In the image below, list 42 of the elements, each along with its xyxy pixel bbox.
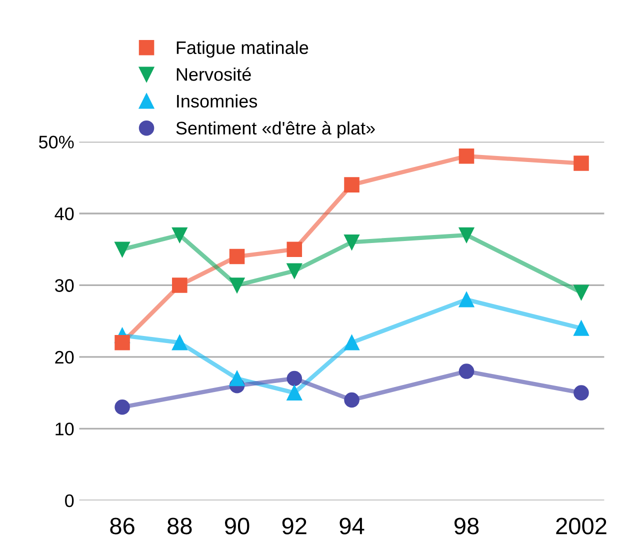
legend-label: Nervosité <box>176 67 251 81</box>
x-tick-label: 92 <box>282 518 306 534</box>
point <box>344 392 360 408</box>
point <box>574 156 589 171</box>
x-tick-label: 94 <box>340 518 364 534</box>
point <box>229 370 245 386</box>
x-tick-label: 2002 <box>556 518 606 534</box>
point <box>344 177 360 192</box>
point <box>229 248 245 264</box>
point <box>574 385 589 400</box>
point <box>458 148 474 164</box>
point <box>344 234 360 250</box>
point <box>458 292 474 308</box>
legend-label: Fatigue matinale <box>176 40 308 58</box>
x-tick-label: 88 <box>168 518 192 534</box>
point <box>172 227 188 243</box>
point <box>114 400 130 415</box>
y-tick-label: 20 <box>55 350 74 364</box>
point <box>344 334 360 350</box>
x-tick-label: 98 <box>454 518 479 534</box>
point <box>574 284 589 300</box>
point <box>229 278 245 293</box>
point <box>286 263 302 279</box>
point <box>286 385 302 400</box>
point <box>286 242 302 258</box>
legend-label: Insomnies <box>177 94 258 108</box>
point <box>574 320 589 336</box>
point <box>172 278 188 293</box>
point <box>458 364 474 379</box>
point <box>114 334 130 350</box>
y-tick-label: 30 <box>54 279 74 292</box>
x-tick-label: 86 <box>110 518 134 534</box>
point <box>286 370 302 386</box>
point <box>114 242 130 258</box>
legend-label: Sentiment «d'être à plat» <box>176 121 375 138</box>
y-tick-label: 10 <box>56 422 74 436</box>
y-tick-label: 0 <box>65 494 74 508</box>
point <box>458 227 474 243</box>
x-tick-label: 90 <box>225 518 250 534</box>
y-tick-label: 40 <box>54 207 74 220</box>
point <box>172 334 188 350</box>
y-tick-label: 50% <box>38 136 74 148</box>
